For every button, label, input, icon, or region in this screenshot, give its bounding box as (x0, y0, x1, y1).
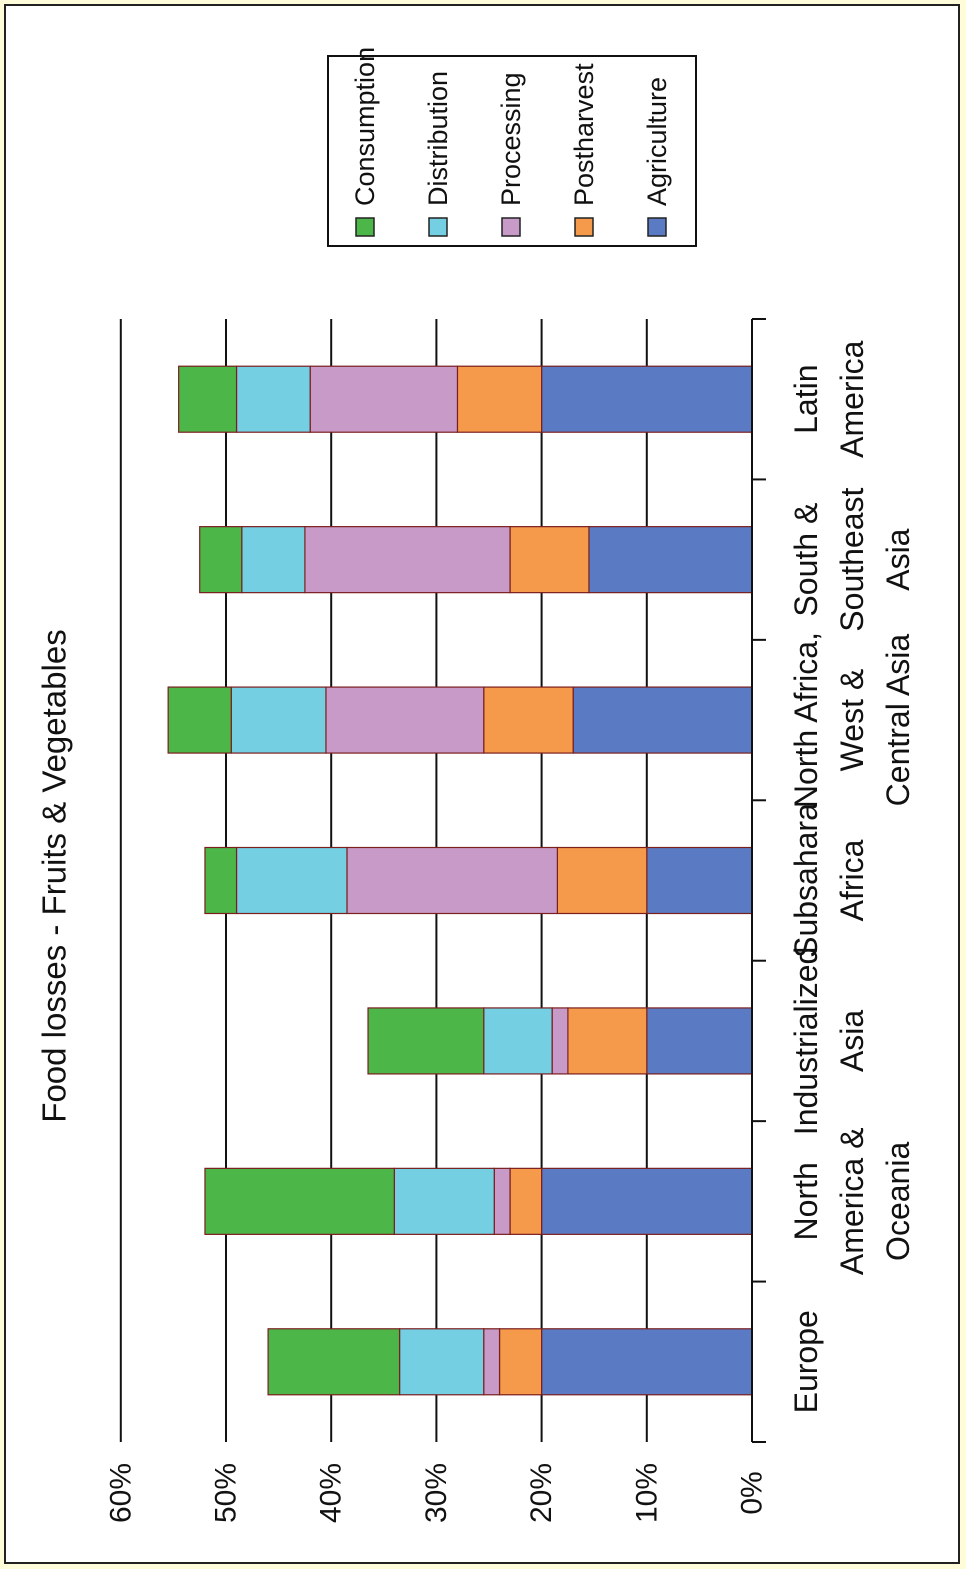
bar-processing-south-southeast-asia (304, 526, 511, 594)
category-label-line: Subsahara (788, 803, 824, 958)
value-tick-label: 60% (104, 1463, 137, 1523)
bar-processing-north-africa-west-central-asia (325, 686, 485, 754)
bar-postharvest-latin-america (456, 365, 543, 433)
category-label-europe: Europe (788, 1310, 824, 1413)
value-tick-label: 50% (210, 1463, 243, 1523)
category-label-industrialized-asia: Industrialized Asia (788, 947, 870, 1136)
bar-consumption-latin-america (178, 365, 238, 433)
bar-processing-europe (483, 1328, 501, 1396)
bar-processing-subsahara-africa (346, 846, 558, 915)
category-label-line: America & (834, 1128, 870, 1276)
value-tick-label: 40% (315, 1463, 348, 1523)
category-axis (751, 318, 766, 1443)
bar-distribution-south-southeast-asia (241, 526, 306, 594)
bar-agriculture-subsahara-africa (646, 846, 753, 915)
bar-postharvest-north-america-oceania (509, 1167, 543, 1235)
bar-postharvest-europe (498, 1328, 543, 1396)
category-label-line: South & (788, 503, 824, 617)
bar-postharvest-industrialized-asia (567, 1007, 648, 1075)
category-label-line: West & (834, 669, 870, 772)
legend-swatch-consumption (355, 217, 375, 237)
bar-agriculture-north-america-oceania (540, 1167, 753, 1235)
bar-postharvest-north-africa-west-central-asia (483, 686, 574, 754)
legend-label-consumption: Consumption (350, 47, 380, 206)
category-label-line: Africa (834, 839, 870, 921)
bar-processing-north-america-oceania (493, 1167, 511, 1235)
bar-distribution-subsahara-africa (235, 846, 348, 915)
legend-swatch-postharvest (574, 217, 594, 237)
category-label-line: Industrialized (788, 947, 824, 1136)
bar-processing-industrialized-asia (551, 1007, 569, 1075)
legend-swatch-processing (501, 217, 521, 237)
legend-label-agriculture: Agriculture (642, 77, 672, 206)
category-label-line: Southeast (834, 487, 870, 631)
bar-consumption-north-africa-west-central-asia (167, 686, 232, 754)
value-tick-label: 0% (736, 1471, 769, 1514)
bar-postharvest-subsahara-africa (556, 846, 648, 915)
value-tick-labels: 0% 10% 20% 30% 40% 50% 60% (104, 1463, 768, 1523)
category-label-subsahara-africa: Subsahara Africa (788, 803, 870, 958)
bar-consumption-subsahara-africa (204, 846, 238, 915)
legend-label-distribution: Distribution (423, 71, 453, 206)
category-labels: Europe North America & Oceania Industrialize… (788, 340, 916, 1413)
legend-box (327, 55, 697, 247)
legend-label-processing: Processing (496, 72, 526, 206)
bar-consumption-industrialized-asia (367, 1007, 485, 1075)
bar-distribution-north-america-oceania (393, 1167, 495, 1235)
category-label-line: Asia (834, 1010, 870, 1072)
food-losses-chart: 0% 10% 20% 30% 40% 50% 60% Europe North America … (36, 47, 917, 1523)
legend-swatch-agriculture (647, 217, 667, 237)
category-label-latin-america: Latin America (788, 340, 870, 458)
category-label-line: North Africa, (788, 632, 824, 808)
category-label-line: Latin (788, 365, 824, 434)
value-tick-label: 30% (420, 1463, 453, 1523)
bar-distribution-latin-america (235, 365, 311, 433)
category-label-line: Oceania (880, 1142, 916, 1261)
legend-label-postharvest: Postharvest (569, 63, 599, 206)
stacked-bars (167, 365, 753, 1396)
bar-agriculture-south-southeast-asia (588, 526, 753, 594)
chart-frame: 0% 10% 20% 30% 40% 50% 60% Europe North America … (4, 4, 960, 1564)
bar-processing-latin-america (309, 365, 459, 433)
category-label-south-southeast-asia: South & Southeast Asia (788, 487, 916, 631)
bar-distribution-industrialized-asia (483, 1007, 553, 1075)
category-label-line: Europe (788, 1310, 824, 1413)
bar-agriculture-latin-america (540, 365, 753, 433)
bar-distribution-north-africa-west-central-asia (230, 686, 327, 754)
legend: Consumption Distribution Processing Posthar… (327, 47, 697, 247)
chart-title: Food losses - Fruits & Vegetables (36, 629, 73, 1122)
category-label-north-america-oceania: North America & Oceania (788, 1128, 916, 1276)
legend-swatch-distribution (428, 217, 448, 237)
bar-consumption-europe (267, 1328, 401, 1396)
bar-distribution-europe (398, 1328, 485, 1396)
bar-consumption-south-southeast-asia (199, 526, 243, 594)
category-label-line: North (788, 1162, 824, 1240)
category-label-line: America (834, 340, 870, 458)
value-tick-label: 20% (525, 1463, 558, 1523)
bar-consumption-north-america-oceania (204, 1167, 395, 1235)
bar-agriculture-north-africa-west-central-asia (572, 686, 753, 754)
bar-postharvest-south-southeast-asia (509, 526, 590, 594)
category-label-north-africa-west-central-asia: North Africa, West & Central Asia (788, 632, 916, 808)
category-label-line: Central Asia (880, 634, 916, 807)
value-tick-label: 10% (630, 1463, 663, 1523)
bar-agriculture-europe (540, 1328, 753, 1396)
bar-agriculture-industrialized-asia (646, 1007, 753, 1075)
category-label-line: Asia (880, 528, 916, 590)
